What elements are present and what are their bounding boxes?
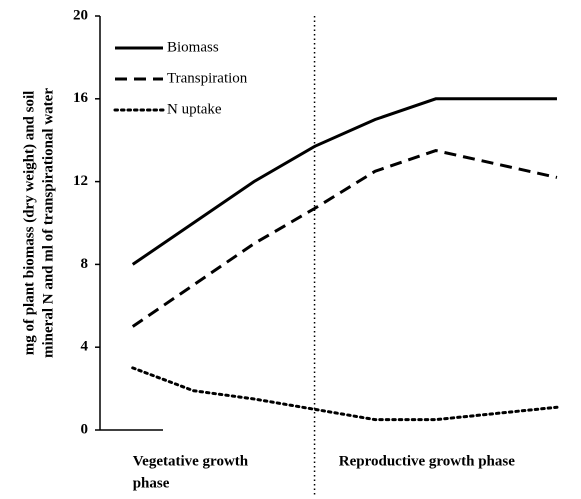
y-tick-label: 4 [81,339,89,355]
phase-label: phase [133,475,170,491]
legend-label: Biomass [167,39,219,55]
series-line [131,148,558,328]
y-axis-label: mineral N and ml of transpirational wate… [40,88,56,358]
phase-label: Vegetative growth [133,453,249,469]
y-tick-label: 16 [73,90,89,106]
y-tick-label: 20 [73,7,88,23]
series-line [131,97,557,266]
y-tick-label: 12 [73,173,88,189]
legend-label: Transpiration [167,70,248,86]
y-axis-label: mg of plant biomass (dry weight) and soi… [21,91,37,356]
y-tick-label: 8 [81,256,89,272]
series-line [131,366,559,422]
y-tick-label: 0 [81,421,89,437]
legend-label: N uptake [167,101,222,117]
phase-label: Reproductive growth phase [339,453,515,469]
